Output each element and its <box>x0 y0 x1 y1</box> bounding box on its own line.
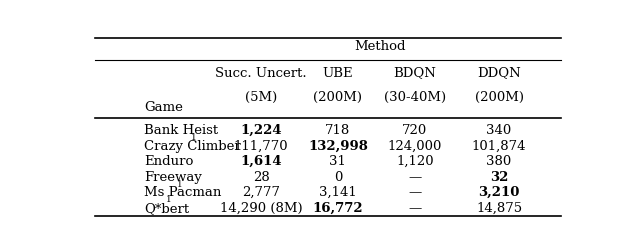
Text: Q*bert: Q*bert <box>145 202 189 215</box>
Text: 1: 1 <box>191 133 196 142</box>
Text: 124,000: 124,000 <box>388 140 442 153</box>
Text: —: — <box>408 186 421 199</box>
Text: 132,998: 132,998 <box>308 140 368 153</box>
Text: 32: 32 <box>490 171 508 184</box>
Text: Game: Game <box>145 101 183 114</box>
Text: 380: 380 <box>486 155 512 168</box>
Text: 718: 718 <box>325 124 351 137</box>
Text: 111,770: 111,770 <box>234 140 289 153</box>
Text: 3,210: 3,210 <box>479 186 520 199</box>
Text: Method: Method <box>355 40 406 53</box>
Text: 14,875: 14,875 <box>476 202 522 215</box>
Text: BDQN: BDQN <box>394 66 436 79</box>
Text: 2,777: 2,777 <box>242 186 280 199</box>
Text: 1: 1 <box>166 195 172 204</box>
Text: 3,141: 3,141 <box>319 186 356 199</box>
Text: 1,224: 1,224 <box>240 124 282 137</box>
Text: 720: 720 <box>402 124 428 137</box>
Text: (5M): (5M) <box>245 91 277 104</box>
Text: 16,772: 16,772 <box>312 202 364 215</box>
Text: 1,120: 1,120 <box>396 155 434 168</box>
Text: —: — <box>408 171 421 184</box>
Text: Enduro: Enduro <box>145 155 194 168</box>
Text: 31: 31 <box>330 155 346 168</box>
Text: 14,290 (8M): 14,290 (8M) <box>220 202 302 215</box>
Text: DDQN: DDQN <box>477 66 521 79</box>
Text: Ms Pacman: Ms Pacman <box>145 186 222 199</box>
Text: —: — <box>408 202 421 215</box>
Text: 28: 28 <box>253 171 269 184</box>
Text: (200M): (200M) <box>314 91 362 104</box>
Text: 101,874: 101,874 <box>472 140 526 153</box>
Text: (200M): (200M) <box>475 91 524 104</box>
Text: (30-40M): (30-40M) <box>384 91 446 104</box>
Text: Freeway: Freeway <box>145 171 202 184</box>
Text: 340: 340 <box>486 124 512 137</box>
Text: 1,614: 1,614 <box>240 155 282 168</box>
Text: 0: 0 <box>333 171 342 184</box>
Text: 1: 1 <box>177 180 182 188</box>
Text: UBE: UBE <box>323 66 353 79</box>
Text: Bank Heist: Bank Heist <box>145 124 219 137</box>
Text: Succ. Uncert.: Succ. Uncert. <box>215 66 307 79</box>
Text: Crazy Climber: Crazy Climber <box>145 140 241 153</box>
